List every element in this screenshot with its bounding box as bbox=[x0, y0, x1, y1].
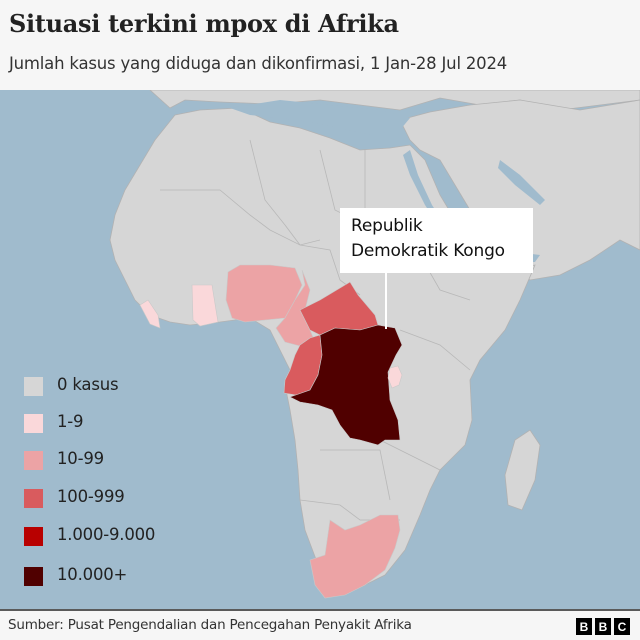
cameroon-region bbox=[275, 269, 316, 347]
legend-item-1: 1-9 bbox=[24, 412, 204, 433]
footer: Sumber: Pusat Pengendalian dan Pencegaha… bbox=[0, 609, 640, 640]
legend-item-4: 1.000-9.000 bbox=[24, 525, 204, 546]
car-region bbox=[299, 281, 379, 336]
persian-gulf bbox=[498, 160, 545, 205]
legend-swatch-3 bbox=[24, 489, 43, 508]
callout-line-2: Demokratik Kongo bbox=[351, 241, 505, 261]
ghana-region bbox=[191, 284, 219, 327]
source-text: Sumber: Pusat Pengendalian dan Pencegaha… bbox=[8, 617, 412, 633]
legend-item-0: 0 kasus bbox=[24, 375, 204, 396]
legend-swatch-4 bbox=[24, 527, 43, 546]
callout-leader-line bbox=[385, 273, 387, 329]
legend-label-4: 1.000-9.000 bbox=[57, 525, 156, 544]
south-africa-region bbox=[309, 514, 401, 599]
mediterranean-sea bbox=[230, 100, 410, 135]
legend-item-5: 10.000+ bbox=[24, 565, 204, 586]
legend-label-0: 0 kasus bbox=[57, 375, 119, 394]
legend-label-5: 10.000+ bbox=[57, 565, 128, 584]
bbc-logo: B B C bbox=[576, 618, 630, 635]
legend-item-3: 100-999 bbox=[24, 487, 204, 508]
red-sea bbox=[403, 150, 445, 228]
bbc-logo-letter-b2: B bbox=[595, 618, 611, 635]
legend-label-2: 10-99 bbox=[57, 449, 104, 468]
legend-swatch-1 bbox=[24, 414, 43, 433]
chart-subtitle: Jumlah kasus yang diduga dan dikonfirmas… bbox=[9, 54, 508, 73]
chart-title: Situasi terkini mpox di Afrika bbox=[9, 9, 399, 38]
liberia-region bbox=[139, 299, 161, 329]
legend-swatch-5 bbox=[24, 567, 43, 586]
legend-label-1: 1-9 bbox=[57, 412, 84, 431]
drc-region bbox=[289, 324, 403, 446]
legend-swatch-0 bbox=[24, 377, 43, 396]
legend-swatch-2 bbox=[24, 451, 43, 470]
madagascar-land bbox=[504, 429, 541, 511]
legend-item-2: 10-99 bbox=[24, 449, 204, 470]
bbc-logo-letter-c: C bbox=[614, 618, 630, 635]
bbc-logo-letter-b1: B bbox=[576, 618, 592, 635]
legend-label-3: 100-999 bbox=[57, 487, 125, 506]
drc-callout: Republik Demokratik Kongo bbox=[340, 208, 533, 273]
africa-map bbox=[0, 90, 640, 609]
chart-header: Situasi terkini mpox di Afrika Jumlah ka… bbox=[0, 0, 640, 90]
rwanda-burundi-region bbox=[387, 365, 403, 389]
middle-east-land bbox=[399, 99, 640, 281]
callout-line-1: Republik bbox=[351, 216, 423, 236]
europe-land bbox=[149, 90, 640, 111]
